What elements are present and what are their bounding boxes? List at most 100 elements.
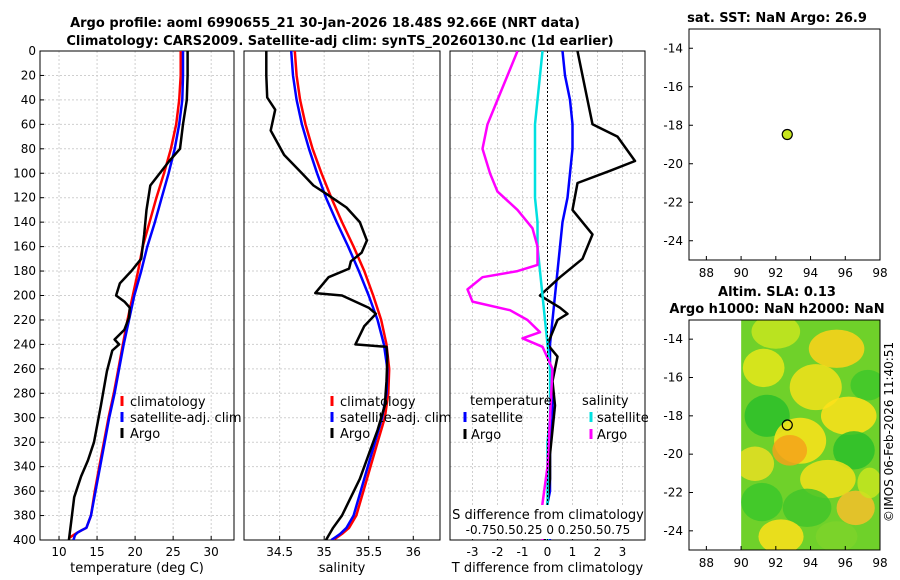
y-tick-label: 280	[13, 386, 36, 400]
legend-header-temperature: temperature	[470, 394, 552, 409]
x-tick-label: 35.5	[355, 545, 382, 559]
s-axis-ticks: -0.750.50.25 0 0.250.50.75	[466, 523, 631, 537]
altim-map-panel: 88 90 92 94 96 98 -14 -16 -18 -20 -22 -24	[663, 319, 888, 570]
heatmap-blob	[820, 396, 877, 436]
y-tick-label: -22	[663, 486, 683, 500]
title-line1: Argo profile: aoml 6990655_21 30-Jan-202…	[70, 16, 580, 31]
y-tick-label: -20	[663, 447, 683, 461]
altim-title-2: Argo h1000: NaN h2000: NaN	[669, 302, 884, 317]
x-tick-label: 88	[699, 556, 714, 570]
x-tick-label: 98	[872, 556, 887, 570]
x-tick-label: 1	[569, 545, 577, 559]
y-tick-label: 380	[13, 509, 36, 523]
y-tick-label: 260	[13, 362, 36, 376]
legend-label: climatology	[340, 395, 416, 410]
y-tick-label: 140	[13, 215, 36, 229]
s-axis-label: S difference from climatology	[452, 508, 644, 523]
x-tick-label: 96	[838, 556, 853, 570]
x-tick-label: 90	[733, 266, 748, 280]
legend-label: Argo	[130, 427, 160, 442]
y-tick-label: 220	[13, 313, 36, 327]
heatmap-blob	[857, 467, 880, 499]
y-tick-label: 340	[13, 460, 36, 474]
y-tick-label: -14	[663, 41, 683, 55]
y-tick-label: 40	[21, 93, 36, 107]
watermark: ©IMOS 06-Feb-2026 11:40:51	[882, 342, 896, 522]
legend-label: satellite-adj. clim	[340, 411, 452, 426]
argo-position-marker	[781, 128, 793, 141]
x-axis-label: T difference from climatology	[451, 561, 644, 576]
sst-title: sat. SST: NaN Argo: 26.9	[687, 11, 867, 26]
series-line-argo	[67, 51, 189, 540]
heatmap-blob	[744, 394, 790, 437]
salinity-panel: 34.5 35 35.5 36 salinity climatologysatellite…	[243, 50, 452, 576]
x-tick-label: 92	[768, 266, 783, 280]
x-tick-label: 34.5	[266, 545, 293, 559]
y-tick-label: -20	[663, 157, 683, 171]
y-tick-label: 180	[13, 264, 36, 278]
s-axis-label-bg	[451, 505, 644, 539]
x-tick-label: 3	[619, 545, 627, 559]
heatmap-field	[741, 320, 880, 550]
heatmap-blob	[789, 364, 842, 411]
title-line2: Climatology: CARS2009. Satellite-adj cli…	[66, 34, 613, 49]
series-line-climatology	[293, 51, 391, 540]
x-tick-label: 25	[165, 545, 180, 559]
series-line-argo	[265, 51, 389, 540]
y-tick-label: 300	[13, 411, 36, 425]
y-tick-label: -18	[663, 409, 683, 423]
y-tick-label: -24	[663, 234, 683, 248]
x-tick-label: 10	[51, 545, 66, 559]
heatmap-blob	[782, 488, 832, 527]
x-axis-label: temperature (deg C)	[70, 561, 204, 576]
y-tick-label: 80	[21, 142, 36, 156]
y-tick-label: 200	[13, 289, 36, 303]
legend-label: satellite	[597, 411, 649, 426]
heatmap-blob	[742, 348, 785, 388]
argo-position-marker	[781, 419, 793, 431]
legend-label: Argo	[471, 428, 501, 443]
x-tick-label: -3	[467, 545, 479, 559]
heatmap-blob	[815, 521, 858, 550]
x-tick-label: 36	[406, 545, 421, 559]
series-line-s-argo	[466, 51, 554, 540]
y-tick-label: 160	[13, 240, 36, 254]
x-tick-label: 2	[594, 545, 602, 559]
x-tick-label: -2	[492, 545, 504, 559]
y-tick-label: -16	[663, 80, 683, 94]
heatmap-blob	[808, 329, 865, 368]
y-tick-label: -24	[663, 524, 683, 538]
y-tick-label: -16	[663, 371, 683, 385]
y-tick-label: 120	[13, 191, 36, 205]
series-line-satellite-adj-clim	[72, 51, 185, 540]
map-frame	[688, 28, 881, 261]
x-tick-label: 94	[803, 556, 818, 570]
y-tick-label: 0	[28, 44, 36, 58]
heatmap-blob	[836, 490, 875, 526]
x-tick-label: 92	[768, 556, 783, 570]
heatmap-blob	[772, 435, 808, 466]
x-tick-label: 35	[317, 545, 332, 559]
temperature-panel: 10 15 20 25 30020406080100120140160180200220…	[13, 44, 242, 576]
difference-panel: -3 -2 -1 0 1 2 3 T difference from climatology t…	[449, 50, 649, 576]
heatmap-blob	[833, 431, 875, 470]
x-tick-label: 90	[733, 556, 748, 570]
x-axis-label: salinity	[319, 561, 366, 576]
legend-header-salinity: salinity	[582, 394, 629, 409]
x-tick-label: -1	[517, 545, 529, 559]
heatmap-blob	[850, 369, 880, 401]
legend-label: Argo	[340, 427, 370, 442]
y-tick-label: 320	[13, 435, 36, 449]
y-tick-label: 100	[13, 166, 36, 180]
y-tick-label: 20	[21, 68, 36, 82]
series-line-t-argo	[538, 51, 637, 540]
legend-label: climatology	[130, 395, 206, 410]
y-tick-label: -14	[663, 332, 683, 346]
y-tick-label: 360	[13, 484, 36, 498]
heatmap-blob	[741, 446, 775, 481]
series-line-satellite-adj-clim	[289, 51, 389, 540]
heatmap-blob	[741, 482, 783, 522]
legend-label: Argo	[597, 428, 627, 443]
x-tick-label: 20	[127, 545, 142, 559]
